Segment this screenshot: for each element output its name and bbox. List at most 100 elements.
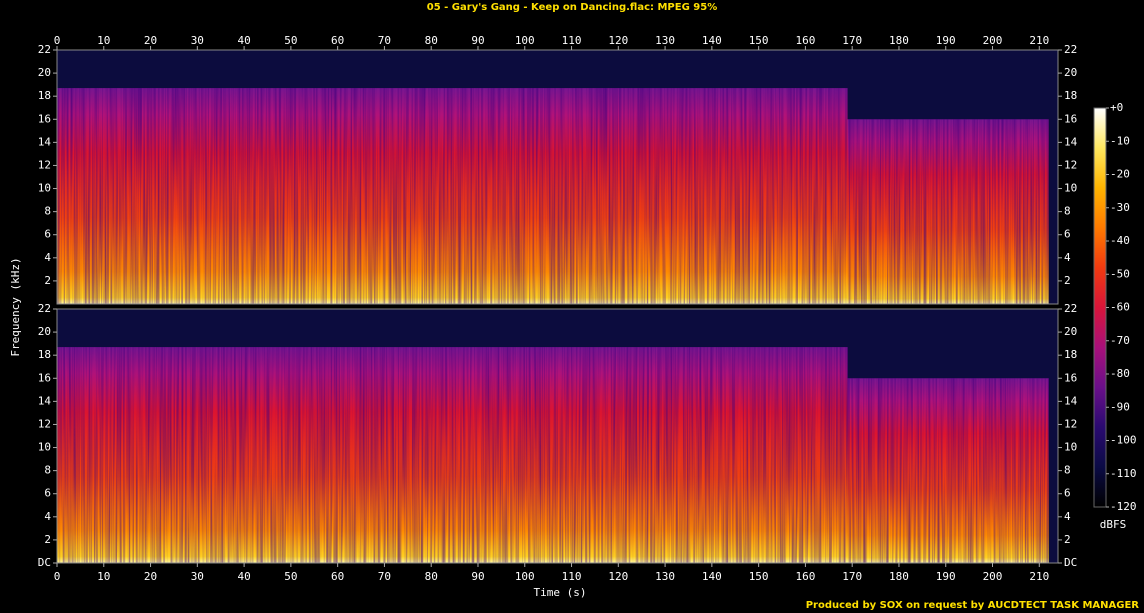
x-tick-label: 140 — [702, 34, 722, 47]
y-tick-label: 2 — [44, 533, 51, 546]
y-tick-label: 6 — [1064, 228, 1071, 241]
x-tick-label: 0 — [54, 34, 61, 47]
y-tick-label: 14 — [1064, 135, 1078, 148]
y-tick-label: 12 — [38, 158, 51, 171]
colorbar-label: dBFS — [1100, 518, 1127, 531]
colorbar-tick-label: -90 — [1110, 400, 1130, 413]
colorbar-tick-label: -10 — [1110, 134, 1130, 147]
colorbar-tick-label: -70 — [1110, 334, 1130, 347]
y-tick-label: 8 — [1064, 464, 1071, 477]
y-tick-label: 14 — [38, 135, 52, 148]
colorbar-tick-label: -80 — [1110, 367, 1130, 380]
y-tick-label: 20 — [1064, 66, 1077, 79]
y-tick-label: 6 — [1064, 487, 1071, 500]
x-axis-label: Time (s) — [534, 586, 587, 599]
x-tick-label: 210 — [1029, 570, 1049, 583]
x-tick-label: 120 — [608, 34, 628, 47]
x-tick-label: 30 — [191, 570, 204, 583]
y-tick-label: 12 — [38, 417, 51, 430]
y-tick-label: 22 — [1064, 43, 1077, 56]
x-tick-label: 10 — [97, 34, 110, 47]
x-tick-label: 100 — [515, 570, 535, 583]
colorbar-tick-label: -50 — [1110, 267, 1130, 280]
x-tick-label: 80 — [425, 34, 438, 47]
y-tick-label: 20 — [38, 325, 51, 338]
colorbar-tick-label: -100 — [1110, 434, 1137, 447]
x-tick-label: 50 — [284, 34, 297, 47]
x-tick-label: 20 — [144, 570, 157, 583]
y-tick-label: 16 — [1064, 371, 1077, 384]
footer: Produced by SOX on request by AUCDTECT T… — [806, 600, 1140, 611]
x-tick-label: 140 — [702, 570, 722, 583]
y-tick-label: 2 — [44, 274, 51, 287]
y-tick-label: 8 — [44, 205, 51, 218]
x-tick-label: 210 — [1029, 34, 1049, 47]
y-tick-label: 6 — [44, 228, 51, 241]
colorbar-tick-label: -20 — [1110, 168, 1130, 181]
y-tick-label: 18 — [1064, 89, 1077, 102]
colorbar-tick-label: -110 — [1110, 467, 1137, 480]
y-tick-label: 22 — [38, 302, 51, 315]
y-tick-label: 18 — [38, 89, 51, 102]
y-tick-label: 12 — [1064, 417, 1077, 430]
y-tick-label: 4 — [44, 251, 51, 264]
x-tick-label: 160 — [795, 570, 815, 583]
x-tick-label: 60 — [331, 570, 344, 583]
y-tick-label: 18 — [1064, 348, 1077, 361]
x-tick-label: 60 — [331, 34, 344, 47]
y-axis-label: Frequency (kHz) — [9, 257, 22, 356]
chart-title: 05 - Gary's Gang - Keep on Dancing.flac:… — [427, 2, 717, 13]
x-tick-label: 180 — [889, 570, 909, 583]
y-tick-label: 4 — [1064, 251, 1071, 264]
y-tick-label: 22 — [38, 43, 51, 56]
texture — [847, 378, 1049, 563]
x-tick-label: 40 — [237, 570, 250, 583]
x-tick-label: 160 — [795, 34, 815, 47]
x-tick-label: 80 — [425, 570, 438, 583]
y-tick-label: 10 — [1064, 441, 1077, 454]
y-tick-label: 4 — [44, 510, 51, 523]
x-tick-label: 70 — [378, 34, 391, 47]
y-tick-label: 4 — [1064, 510, 1071, 523]
x-tick-label: 200 — [983, 570, 1003, 583]
x-tick-label: 100 — [515, 34, 535, 47]
y-tick-label: 10 — [38, 182, 51, 195]
x-tick-label: 30 — [191, 34, 204, 47]
y-tick-label: 10 — [38, 441, 51, 454]
x-tick-label: 110 — [562, 570, 582, 583]
y-tick-label: 20 — [1064, 325, 1077, 338]
texture — [847, 119, 1049, 304]
y-tick-label: 16 — [38, 371, 51, 384]
x-tick-label: 170 — [842, 34, 862, 47]
x-tick-label: 90 — [471, 34, 484, 47]
y-tick-label: DC — [1064, 556, 1077, 569]
x-tick-label: 50 — [284, 570, 297, 583]
y-tick-label: 14 — [38, 394, 52, 407]
y-tick-label: 8 — [1064, 205, 1071, 218]
y-tick-label: 12 — [1064, 158, 1077, 171]
colorbar-tick-label: -40 — [1110, 234, 1130, 247]
x-tick-label: 20 — [144, 34, 157, 47]
y-tick-label: 18 — [38, 348, 51, 361]
y-tick-label: 16 — [38, 112, 51, 125]
texture — [57, 347, 848, 563]
x-tick-label: 40 — [237, 34, 250, 47]
x-tick-label: 120 — [608, 570, 628, 583]
x-tick-label: 90 — [471, 570, 484, 583]
y-tick-label: 6 — [44, 487, 51, 500]
x-tick-label: 190 — [936, 570, 956, 583]
x-tick-label: 130 — [655, 570, 675, 583]
x-tick-label: 130 — [655, 34, 675, 47]
texture — [57, 88, 848, 304]
colorbar-tick-label: -60 — [1110, 301, 1130, 314]
x-tick-label: 180 — [889, 34, 909, 47]
x-tick-label: 0 — [54, 570, 61, 583]
y-tick-label: 2 — [1064, 274, 1071, 287]
y-tick-label: 16 — [1064, 112, 1077, 125]
y-tick-label: 14 — [1064, 394, 1078, 407]
plot-frame — [56, 49, 1059, 305]
y-tick-label: 22 — [1064, 302, 1077, 315]
x-tick-label: 70 — [378, 570, 391, 583]
